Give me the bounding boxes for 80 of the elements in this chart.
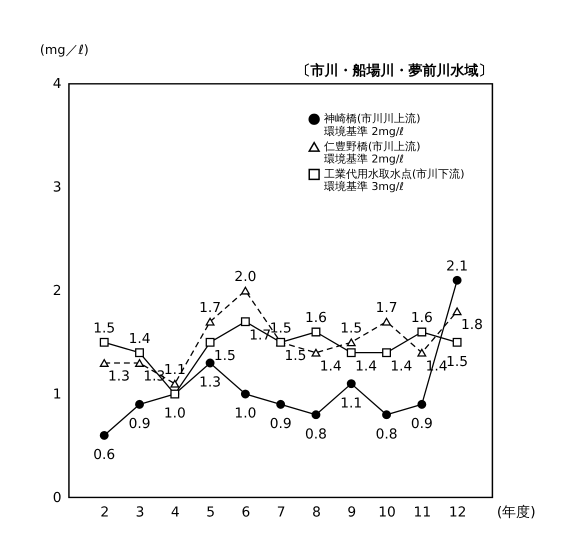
data-label: 0.8 (376, 426, 398, 442)
point (346, 379, 356, 388)
point (240, 390, 250, 398)
legend-label: 仁豊野橋(市川上流) 環境基準 2mg/ℓ (324, 140, 420, 166)
data-label: 1.0 (164, 406, 186, 422)
data-label: 0.8 (305, 426, 327, 442)
point (417, 400, 426, 409)
data-label: 2.0 (234, 268, 256, 285)
y-tick-label: 1 (52, 386, 62, 402)
point (312, 348, 320, 357)
data-label: 0.6 (93, 447, 116, 464)
x-tick-label: 4 (170, 504, 180, 521)
point (312, 410, 320, 420)
data-label: 2.1 (446, 258, 468, 274)
y-tick-label: 4 (52, 76, 62, 92)
data-label: 1.3 (199, 374, 222, 391)
point (382, 348, 391, 358)
x-axis-title: (年度) (496, 504, 536, 521)
point (346, 338, 356, 346)
point (240, 317, 250, 326)
data-label: 1.6 (410, 310, 433, 326)
x-tick-label: 10 (378, 504, 396, 521)
data-label: 1.7 (199, 300, 222, 316)
data-label: 1.5 (93, 320, 116, 336)
x-tick-label: 9 (347, 504, 356, 521)
x-tick-label: 8 (312, 504, 321, 521)
data-label: 1.7 (376, 300, 398, 316)
data-label: 1.5 (446, 354, 468, 370)
x-tick-label: 6 (241, 504, 250, 521)
point (312, 328, 320, 336)
data-label: 1.7 (249, 327, 272, 344)
data-label: 1.3 (108, 368, 130, 385)
y-tick-label: 0 (52, 490, 62, 506)
point (276, 400, 286, 409)
text: 〔市川・船場川・夢前川水域〕 (296, 62, 492, 79)
data-label: 1.0 (234, 406, 256, 422)
point (382, 410, 391, 420)
data-label: 1.4 (320, 358, 342, 374)
x-tick-label: 11 (414, 504, 432, 521)
data-label: 0.9 (410, 416, 433, 432)
data-label: 0.9 (270, 416, 292, 432)
legend-label: 神崎橋(市川川上流) 環境基準 2mg/ℓ (324, 112, 420, 138)
point (100, 430, 109, 440)
point (100, 338, 109, 347)
data-label: 1.4 (390, 358, 412, 374)
point (452, 338, 462, 347)
point (206, 358, 215, 368)
point (417, 328, 426, 336)
point (135, 348, 144, 358)
y-tick-label: 2 (52, 283, 62, 300)
data-label: 1.8 (460, 317, 483, 334)
point (452, 276, 462, 285)
data-label: 1.5 (340, 320, 362, 336)
data-label: 1.5 (214, 348, 236, 364)
data-label: 1.1 (340, 395, 362, 412)
point (346, 348, 356, 358)
x-tick-label: 3 (136, 504, 144, 521)
point (382, 318, 391, 326)
x-tick-label: 5 (206, 504, 215, 521)
point (240, 286, 250, 295)
x-tick-label: 12 (448, 504, 466, 521)
point (417, 348, 426, 357)
x-tick-label: 7 (276, 504, 286, 521)
data-label: 1.4 (355, 358, 377, 374)
point (206, 318, 215, 326)
data-label: 1.4 (128, 330, 150, 347)
point (100, 359, 109, 367)
y-tick-label: 3 (52, 180, 62, 196)
x-tick-label: 2 (100, 504, 110, 521)
legend-label: 工業代用水取水点(市川下流) 環境基準 3mg/ℓ (324, 167, 464, 194)
point (135, 400, 144, 409)
y-axis-title: (mg／ℓ) (40, 42, 89, 58)
data-label: 1.6 (305, 310, 327, 326)
point (452, 307, 462, 316)
point (170, 380, 180, 388)
point (206, 338, 215, 347)
data-label: 1.5 (270, 320, 292, 336)
data-label: 0.9 (128, 416, 150, 432)
data-label: 1.5 (284, 348, 306, 364)
point (135, 359, 144, 367)
